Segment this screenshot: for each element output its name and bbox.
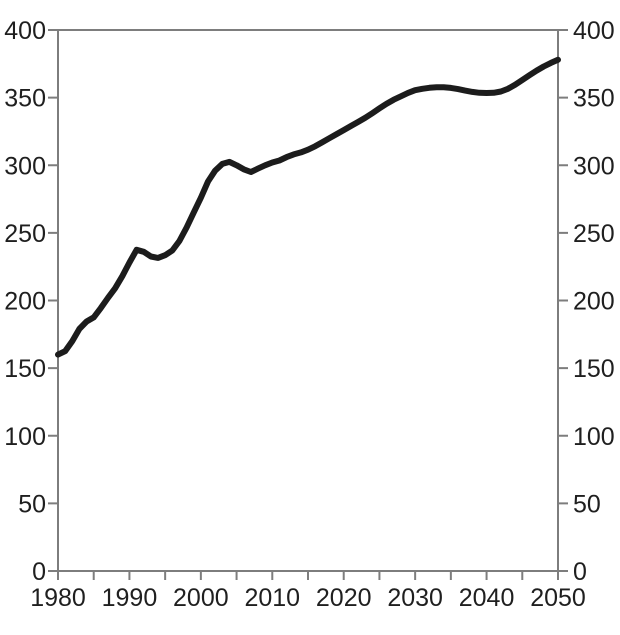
x-axis: 1980 1990 2000 2010 2020 2030 2040 2050 [30, 584, 586, 612]
y-axis-left: 0 50 100 150 200 250 300 350 400 [4, 17, 46, 586]
x-axis-tick-label: 2010 [244, 584, 300, 612]
plot-frame [57, 29, 559, 572]
y-axis-tick-label-left: 100 [4, 423, 46, 451]
y-axis-tick-label-right: 0 [573, 558, 587, 586]
axis-ticks [48, 29, 568, 580]
y-axis-tick-label-right: 50 [573, 490, 601, 518]
y-axis-right: 0 50 100 150 200 250 300 350 400 [573, 17, 615, 586]
x-axis-tick-label: 2020 [316, 584, 372, 612]
x-axis-tick-label: 2050 [530, 584, 586, 612]
y-axis-tick-label-right: 200 [573, 288, 615, 316]
data-series-line [55, 56, 561, 358]
y-axis-tick-label-left: 300 [4, 152, 46, 180]
x-axis-tick-label: 2000 [173, 584, 229, 612]
y-axis-tick-label-left: 250 [4, 220, 46, 248]
x-axis-tick-label: 2040 [459, 584, 515, 612]
y-axis-tick-label-right: 250 [573, 220, 615, 248]
y-axis-tick-label-right: 100 [573, 423, 615, 451]
y-axis-tick-label-left: 200 [4, 288, 46, 316]
x-axis-tick-label: 1990 [102, 584, 158, 612]
y-axis-tick-label-right: 400 [573, 17, 615, 45]
y-axis-tick-label-left: 0 [32, 558, 46, 586]
y-axis-tick-label-right: 300 [573, 152, 615, 180]
x-axis-tick-label: 1980 [30, 584, 86, 612]
y-axis-tick-label-right: 150 [573, 355, 615, 383]
y-axis-tick-label-left: 400 [4, 17, 46, 45]
y-axis-tick-label-left: 50 [18, 490, 46, 518]
y-axis-tick-label-left: 350 [4, 85, 46, 113]
x-axis-tick-label: 2030 [387, 584, 443, 612]
y-axis-tick-label-right: 350 [573, 85, 615, 113]
y-axis-tick-label-left: 150 [4, 355, 46, 383]
